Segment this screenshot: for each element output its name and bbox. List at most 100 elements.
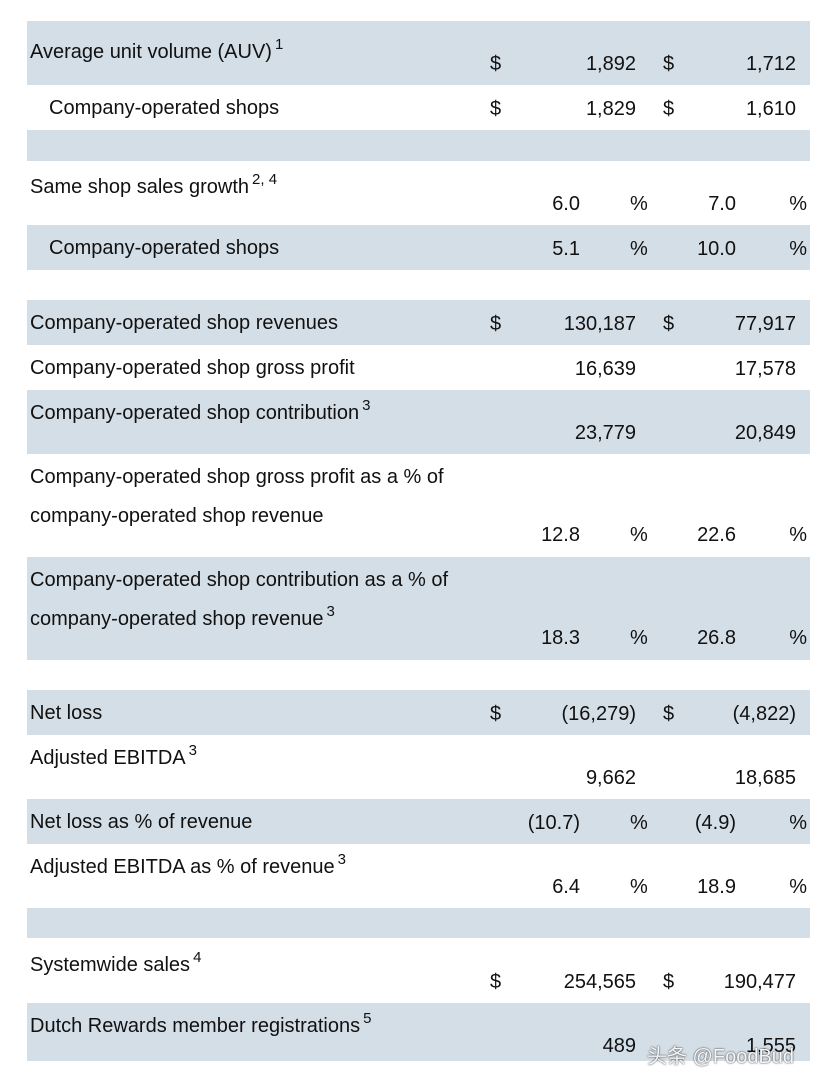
row-label: Adjusted EBITDA as % of revenue 3 [30,851,346,878]
table-row: Average unit volume (AUV) 1 $ 1,892 $ 1,7… [27,21,810,85]
current-value: (10.7) [527,812,580,834]
row-label: Company-operated shop gross profit [30,357,355,379]
percent-sign: % [630,524,648,546]
current-value: 12.8 [541,524,580,546]
prior-value: 7.0 [708,193,736,215]
current-value: 23,779 [574,422,636,444]
table-row: Adjusted EBITDA 3 9,662 18,685 [27,735,810,799]
currency-symbol: $ [663,53,675,75]
percent-sign: % [789,524,807,546]
row-label-line: company-operated shop revenue 3 [30,603,335,630]
prior-value: 18.9 [697,876,736,898]
table-row: Dutch Rewards member registrations 5 489 … [27,1003,810,1061]
footnote-marker: 4 [193,949,202,966]
spacer-row [27,660,810,690]
row-label: Same shop sales growth 2, 4 [30,171,278,198]
table-row: Company-operated shops $ 1,829 $ 1,610 [27,85,810,130]
currency-symbol: $ [663,703,675,725]
row-label: Adjusted EBITDA 3 [30,742,197,769]
percent-sign: % [789,238,807,260]
row-label-line: company-operated shop revenue [30,505,324,527]
percent-sign: % [789,193,807,215]
table-row: Net loss $ (16,279) $ (4,822) [27,690,810,735]
current-value: 6.4 [552,876,580,898]
footnote-marker: 3 [188,742,197,759]
row-label: Company-operated shop contribution 3 [30,397,371,424]
currency-symbol: $ [490,53,502,75]
percent-sign: % [630,812,648,834]
prior-value: 1,712 [745,53,796,75]
table-row: Company-operated shop contribution as a … [27,557,810,660]
prior-value: 26.8 [697,627,736,649]
percent-sign: % [789,627,807,649]
footnote-marker: 1 [274,36,284,53]
prior-value: 190,477 [723,971,796,993]
row-label: Company-operated shops [49,237,280,259]
spacer-row [27,130,810,161]
prior-value: (4.9) [694,812,736,834]
spacer-row [27,270,810,300]
current-value: 1,892 [585,53,636,75]
spacer-row [27,908,810,938]
prior-value: 77,917 [734,313,796,335]
percent-sign: % [789,876,807,898]
row-label: Systemwide sales 4 [30,949,202,976]
current-value: 9,662 [585,767,636,789]
table-row: Company-operated shop gross profit as a … [27,454,810,557]
percent-sign: % [630,193,648,215]
currency-symbol: $ [490,703,502,725]
table-row: Net loss as % of revenue (10.7) % (4.9) … [27,799,810,844]
table-row: Company-operated shops 5.1 % 10.0 % [27,225,810,270]
prior-value: 10.0 [697,238,736,260]
footnote-marker: 5 [363,1010,372,1027]
footnote-marker: 3 [362,397,371,414]
footnote-marker: 3 [326,603,335,620]
currency-symbol: $ [490,98,502,120]
footnote-marker: 3 [337,851,346,868]
prior-value: 1,555 [745,1035,796,1057]
row-label: Company-operated shop revenues [30,312,338,334]
current-value: 5.1 [552,238,580,260]
current-value: 16,639 [574,358,636,380]
table-row: Same shop sales growth 2, 4 6.0 % 7.0 % [27,161,810,225]
watermark: 头条 @FoodBud [647,1046,795,1068]
table-row: Adjusted EBITDA as % of revenue 3 6.4 % 1… [27,844,810,908]
row-label-line: Company-operated shop gross profit as a … [30,466,444,488]
percent-sign: % [630,876,648,898]
row-label: Company-operated shops [49,97,280,119]
current-value: 254,565 [563,971,636,993]
currency-symbol: $ [490,313,502,335]
prior-value: 18,685 [734,767,796,789]
row-label: Net loss [30,702,103,724]
table-row: Company-operated shop gross profit 16,63… [27,345,810,390]
prior-value: 22.6 [697,524,736,546]
current-value: 130,187 [563,313,636,335]
currency-symbol: $ [490,971,502,993]
currency-symbol: $ [663,971,675,993]
prior-value: 20,849 [734,422,796,444]
percent-sign: % [789,812,807,834]
row-label: Dutch Rewards member registrations 5 [30,1010,372,1037]
currency-symbol: $ [663,98,675,120]
current-value: 6.0 [552,193,580,215]
row-label: Average unit volume (AUV) 1 [30,36,284,63]
row-label-line: Company-operated shop contribution as a … [30,569,449,591]
prior-value: 1,610 [745,98,796,120]
current-value: 1,829 [585,98,636,120]
currency-symbol: $ [663,313,675,335]
table-row: Company-operated shop revenues $ 130,187… [27,300,810,345]
table-row: Company-operated shop contribution 3 23,7… [27,390,810,454]
footnote-marker: 2, 4 [252,171,278,188]
row-label: Company-operated shop contribution as a … [30,561,448,639]
percent-sign: % [630,238,648,260]
current-value: 18.3 [541,627,580,649]
row-label: Net loss as % of revenue [30,811,253,833]
percent-sign: % [630,627,648,649]
row-label: Company-operated shop gross profit as a … [30,458,444,536]
table-row: Systemwide sales 4 $ 254,565 $ 190,477 [27,938,810,1003]
current-value: (16,279) [561,703,637,725]
metrics-table: Average unit volume (AUV) 1 $ 1,892 $ 1,7… [27,21,810,1061]
current-value: 489 [602,1035,636,1057]
prior-value: (4,822) [732,703,796,725]
prior-value: 17,578 [734,358,796,380]
